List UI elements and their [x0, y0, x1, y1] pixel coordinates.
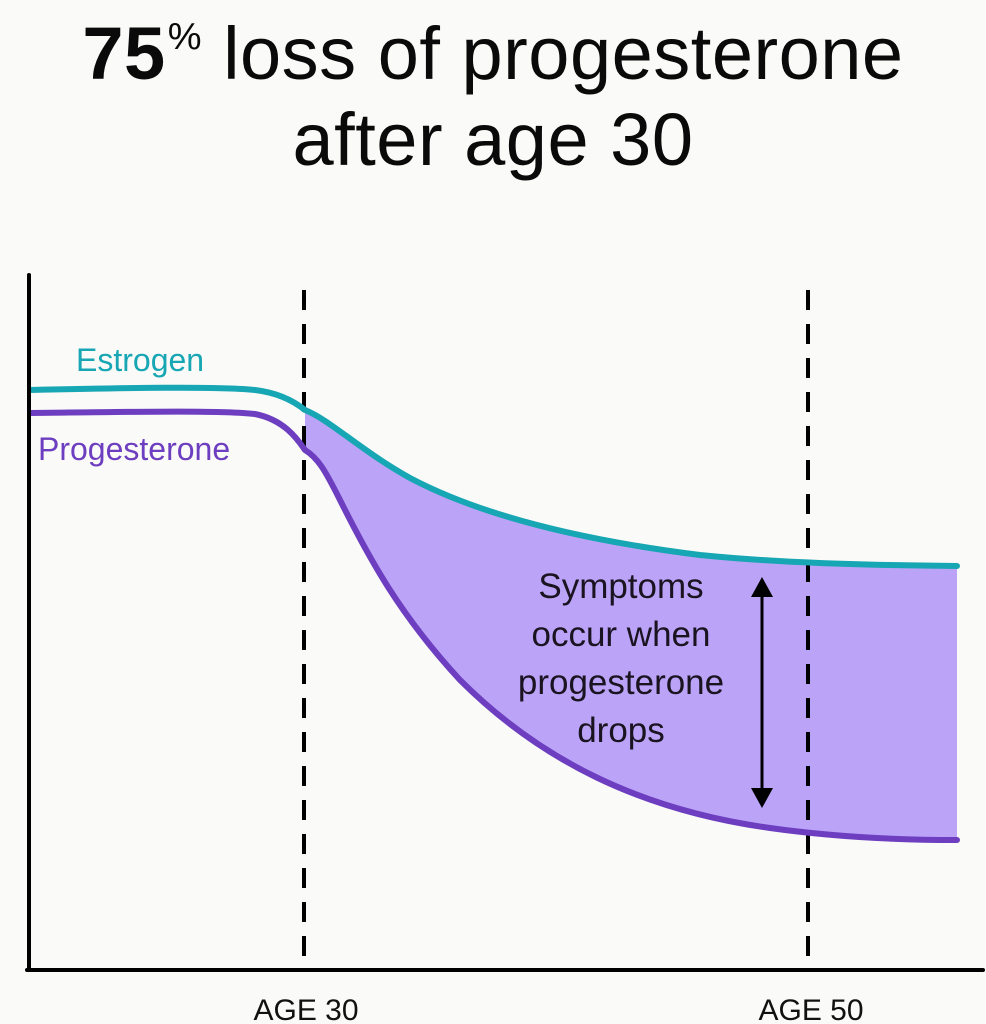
title-percent-sign: %	[167, 16, 203, 58]
annotation-line-3: progesterone	[518, 663, 724, 702]
symptom-gap-area	[305, 410, 957, 840]
annotation-line-2: occur when	[532, 615, 711, 654]
x-tick-age-30: AGE 30	[253, 994, 358, 1024]
estrogen-curve	[27, 384, 960, 569]
double-arrow-icon	[751, 577, 773, 808]
title-highlight-number: 75	[82, 12, 166, 95]
progesterone-label: Progesterone	[38, 431, 230, 467]
estrogen-label: Estrogen	[76, 342, 204, 378]
title-line-1: 75% loss of progesterone	[0, 0, 986, 97]
title-line-1-text: loss of progesterone	[202, 12, 904, 95]
x-tick-age-50: AGE 50	[758, 994, 863, 1024]
chart-title: 75% loss of progesterone after age 30	[0, 0, 986, 183]
annotation-line-1: Symptoms	[538, 567, 703, 606]
annotation-line-4: drops	[577, 711, 665, 750]
progesterone-curve	[27, 408, 960, 843]
title-line-2: after age 30	[292, 98, 694, 181]
symptoms-annotation: Symptoms occur when progesterone drops	[518, 567, 724, 750]
